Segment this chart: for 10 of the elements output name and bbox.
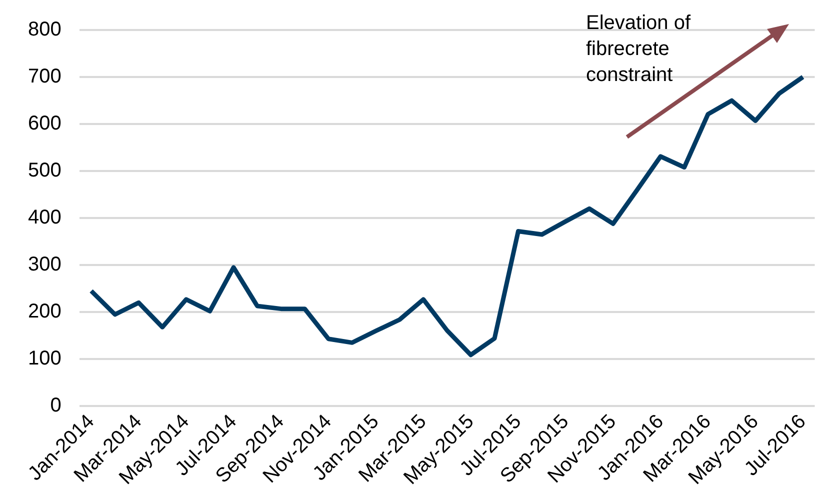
y-tick-label: 200	[28, 300, 62, 323]
y-tick-label: 500	[28, 160, 62, 182]
annotation: Elevation of fibrecrete constraint	[586, 11, 692, 88]
y-tick-label: 800	[28, 18, 62, 41]
y-tick-label: 100	[28, 348, 62, 370]
y-tick-label: 600	[28, 112, 62, 135]
y-tick-label: 0	[50, 394, 62, 417]
y-tick-label: 400	[28, 206, 62, 229]
y-tick-label: 300	[28, 254, 62, 276]
y-tick-label: 700	[28, 66, 62, 88]
